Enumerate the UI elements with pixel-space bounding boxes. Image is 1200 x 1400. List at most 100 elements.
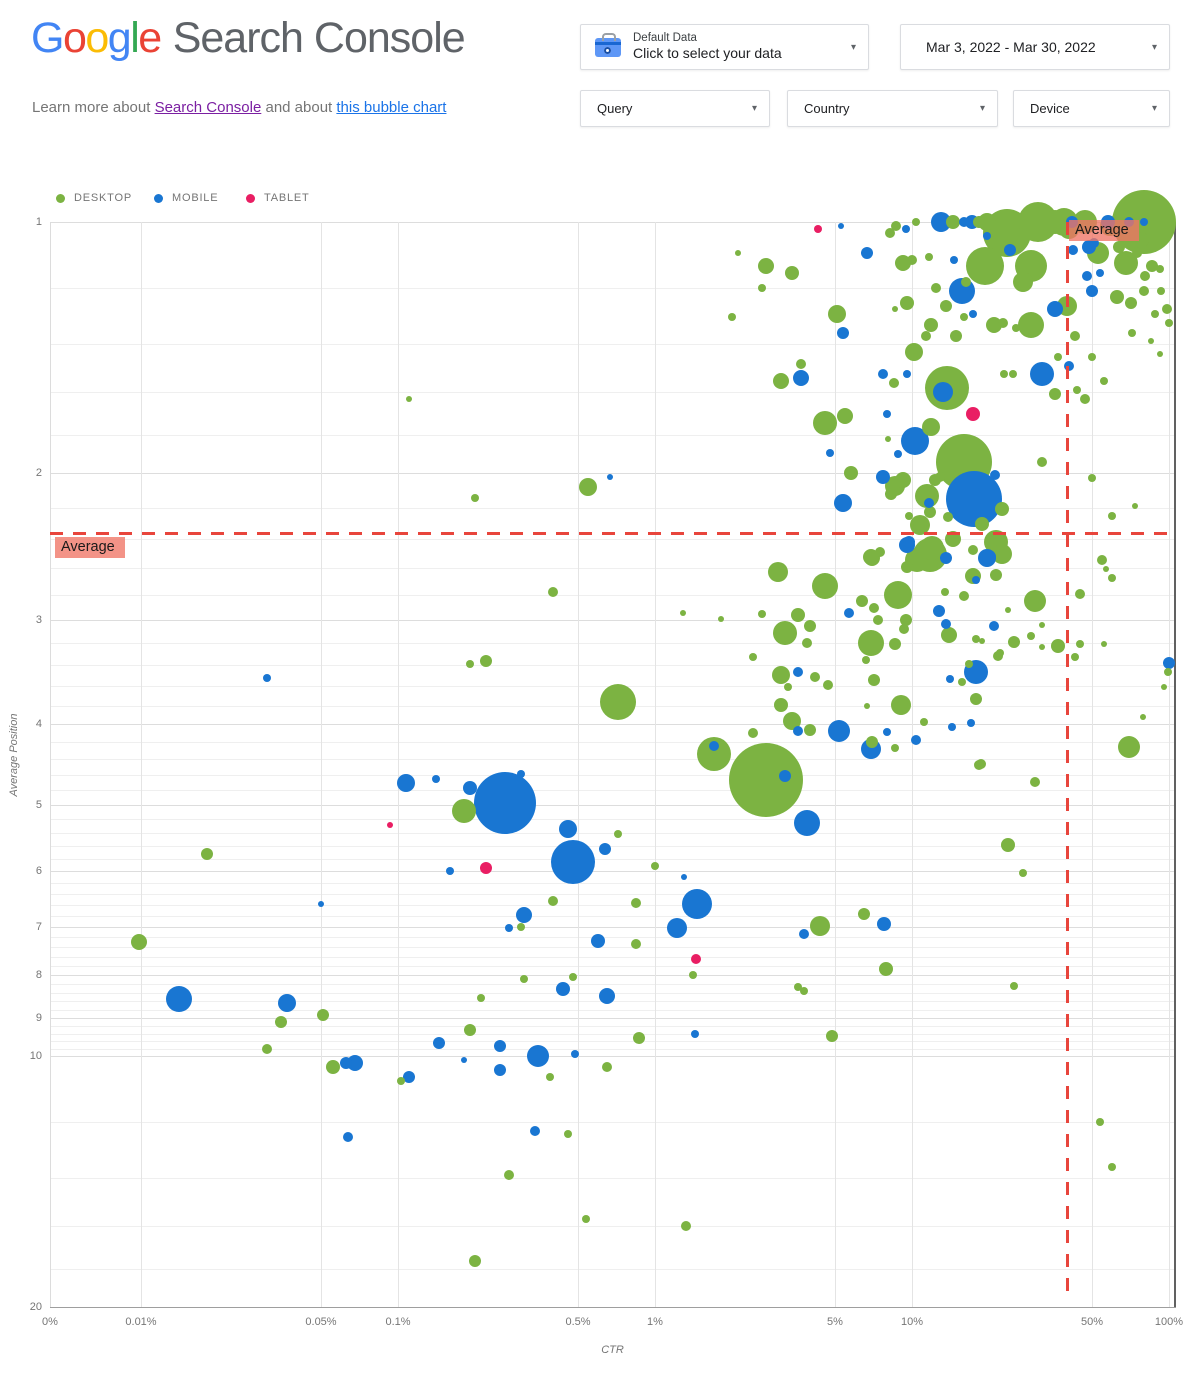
bubble-desktop[interactable] xyxy=(869,603,879,613)
bubble-desktop[interactable] xyxy=(1165,319,1173,327)
bubble-desktop[interactable] xyxy=(1039,644,1045,650)
bubble-mobile[interactable] xyxy=(924,498,934,508)
bubble-desktop[interactable] xyxy=(858,630,884,656)
bubble-desktop[interactable] xyxy=(1157,351,1163,357)
bubble-mobile[interactable] xyxy=(902,225,910,233)
bubble-mobile[interactable] xyxy=(959,217,969,227)
bubble-desktop[interactable] xyxy=(1073,386,1081,394)
bubble-desktop[interactable] xyxy=(1108,1163,1116,1171)
bubble-desktop[interactable] xyxy=(901,561,913,573)
bubble-desktop[interactable] xyxy=(844,466,858,480)
filter-country[interactable]: Country ▾ xyxy=(787,90,998,127)
bubble-desktop[interactable] xyxy=(1139,286,1149,296)
bubble-desktop[interactable] xyxy=(875,547,885,557)
bubble-mobile[interactable] xyxy=(838,223,844,229)
bubble-desktop[interactable] xyxy=(681,1221,691,1231)
bubble-mobile[interactable] xyxy=(793,726,803,736)
bubble-desktop[interactable] xyxy=(802,638,812,648)
bubble-mobile[interactable] xyxy=(343,1132,353,1142)
bubble-desktop[interactable] xyxy=(979,638,985,644)
bubble-mobile[interactable] xyxy=(397,774,415,792)
bubble-desktop[interactable] xyxy=(1140,271,1150,281)
bubble-desktop[interactable] xyxy=(885,228,895,238)
bubble-desktop[interactable] xyxy=(1101,641,1107,647)
bubble-desktop[interactable] xyxy=(791,608,805,622)
bubble-desktop[interactable] xyxy=(813,411,837,435)
bubble-desktop[interactable] xyxy=(783,712,801,730)
bubble-desktop[interactable] xyxy=(925,253,933,261)
bubble-mobile[interactable] xyxy=(933,605,945,617)
bubble-desktop[interactable] xyxy=(1019,869,1027,877)
bubble-desktop[interactable] xyxy=(131,934,147,950)
bubble-desktop[interactable] xyxy=(946,215,960,229)
bubble-mobile[interactable] xyxy=(446,867,454,875)
bubble-desktop[interactable] xyxy=(517,923,525,931)
bubble-desktop[interactable] xyxy=(768,562,788,582)
bubble-mobile[interactable] xyxy=(861,247,873,259)
bubble-mobile[interactable] xyxy=(972,576,980,584)
bubble-desktop[interactable] xyxy=(1108,512,1116,520)
bubble-desktop[interactable] xyxy=(785,266,799,280)
bubble-desktop[interactable] xyxy=(810,916,830,936)
bubble-desktop[interactable] xyxy=(1088,353,1096,361)
bubble-mobile[interactable] xyxy=(461,1057,467,1063)
bubble-mobile[interactable] xyxy=(834,494,852,512)
bubble-desktop[interactable] xyxy=(1108,574,1116,582)
bubble-mobile[interactable] xyxy=(1140,218,1148,226)
bubble-mobile[interactable] xyxy=(494,1064,506,1076)
bubble-desktop[interactable] xyxy=(689,971,697,979)
bubble-desktop[interactable] xyxy=(958,678,966,686)
bubble-desktop[interactable] xyxy=(1051,639,1065,653)
bubble-tablet[interactable] xyxy=(480,862,492,874)
bubble-desktop[interactable] xyxy=(1161,684,1167,690)
bubble-mobile[interactable] xyxy=(1047,301,1063,317)
bubble-mobile[interactable] xyxy=(1082,271,1092,281)
date-range-selector[interactable]: Mar 3, 2022 - Mar 30, 2022 ▾ xyxy=(900,24,1170,70)
bubble-mobile[interactable] xyxy=(883,410,891,418)
bubble-desktop[interactable] xyxy=(749,653,757,661)
bubble-mobile[interactable] xyxy=(551,840,595,884)
bubble-mobile[interactable] xyxy=(166,986,192,1012)
bubble-desktop[interactable] xyxy=(910,515,930,535)
bubble-desktop[interactable] xyxy=(920,718,928,726)
bubble-desktop[interactable] xyxy=(564,1130,572,1138)
bubble-desktop[interactable] xyxy=(810,672,820,682)
bubble-mobile[interactable] xyxy=(599,843,611,855)
bubble-desktop[interactable] xyxy=(466,660,474,668)
bubble-desktop[interactable] xyxy=(996,649,1004,657)
bubble-desktop[interactable] xyxy=(680,610,686,616)
bubble-desktop[interactable] xyxy=(912,218,920,226)
bubble-desktop[interactable] xyxy=(1132,248,1142,258)
bubble-mobile[interactable] xyxy=(278,994,296,1012)
bubble-desktop[interactable] xyxy=(758,284,766,292)
bubble-desktop[interactable] xyxy=(796,359,806,369)
bubble-desktop[interactable] xyxy=(1039,622,1045,628)
bubble-desktop[interactable] xyxy=(1157,287,1165,295)
bubble-mobile[interactable] xyxy=(941,619,951,629)
bubble-desktop[interactable] xyxy=(935,472,945,482)
bubble-desktop[interactable] xyxy=(1049,388,1061,400)
bubble-mobile[interactable] xyxy=(559,820,577,838)
bubble-mobile[interactable] xyxy=(556,982,570,996)
bubble-mobile[interactable] xyxy=(969,310,977,318)
bubble-desktop[interactable] xyxy=(774,698,788,712)
bubble-desktop[interactable] xyxy=(1024,590,1046,612)
bubble-desktop[interactable] xyxy=(972,635,980,643)
bubble-mobile[interactable] xyxy=(1096,269,1104,277)
filter-device[interactable]: Device ▾ xyxy=(1013,90,1170,127)
bubble-desktop[interactable] xyxy=(317,1009,329,1021)
bubble-desktop[interactable] xyxy=(804,724,816,736)
bubble-mobile[interactable] xyxy=(517,770,525,778)
bubble-desktop[interactable] xyxy=(1118,736,1140,758)
bubble-mobile[interactable] xyxy=(1163,657,1175,669)
bubble-tablet[interactable] xyxy=(814,225,822,233)
bubble-desktop[interactable] xyxy=(1005,607,1011,613)
bubble-desktop[interactable] xyxy=(548,896,558,906)
bubble-chart-link[interactable]: this bubble chart xyxy=(336,99,447,116)
bubble-desktop[interactable] xyxy=(826,1030,838,1042)
bubble-desktop[interactable] xyxy=(921,331,931,341)
bubble-desktop[interactable] xyxy=(975,517,989,531)
bubble-desktop[interactable] xyxy=(931,283,941,293)
bubble-mobile[interactable] xyxy=(828,720,850,742)
bubble-desktop[interactable] xyxy=(1113,241,1125,253)
